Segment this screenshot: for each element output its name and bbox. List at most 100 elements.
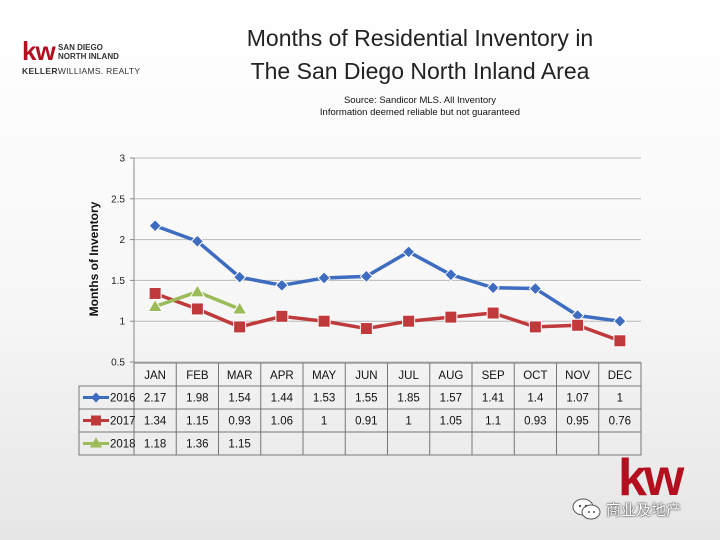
point-2018-feb: [189, 283, 206, 298]
point-2016-may: [317, 271, 331, 285]
cell-2017-jun: 0.91: [355, 416, 377, 428]
cell-2016-mar: 1.54: [228, 393, 251, 405]
cell-2016-apr: 1.44: [271, 393, 294, 405]
source-line2: Information deemed reliable but not guar…: [319, 107, 521, 118]
point-2017-jun: [359, 322, 373, 336]
watermark: 商业及地产: [572, 496, 712, 522]
point-2017-may: [317, 314, 331, 328]
source-line1: Source: Sandicor MLS. All Inventory: [343, 95, 497, 106]
y-tick-label-2.5: 2.5: [111, 194, 125, 205]
cell-2016-feb: 1.98: [186, 393, 208, 405]
point-2016-dec: [613, 314, 627, 328]
logo-williams-realty: WILLIAMS. REALTY: [57, 66, 141, 76]
point-2016-jan: [148, 219, 162, 233]
cell-2017-may: 1: [321, 416, 327, 428]
cell-2016-jul: 1.85: [397, 393, 419, 405]
cell-2016-jan: 2.17: [144, 393, 166, 405]
corner-kw-logo: kw: [618, 449, 684, 507]
cell-2017-feb: 1.15: [186, 416, 208, 428]
watermark-text: 商业及地产: [606, 502, 682, 519]
point-2016-jul: [401, 245, 416, 259]
cell-2016-nov: 1.07: [566, 393, 588, 405]
cell-2018-mar: 1.15: [228, 439, 250, 451]
legend-label-2017: 2017: [110, 416, 136, 428]
point-2017-aug: [444, 310, 458, 324]
category-label-mar: MAR: [227, 370, 253, 382]
point-2016-oct: [528, 281, 543, 296]
cell-2017-mar: 0.93: [228, 416, 250, 428]
data-table: JAN FEB MAR APR MAY JUN JUL AUG SEP OCT NOV DEC 2016…: [78, 362, 642, 456]
wechat-icon: [572, 498, 601, 520]
point-2016-sep: [486, 281, 500, 295]
cell-2016-sep: 1.41: [482, 393, 504, 405]
legend-label-2018: 2018: [110, 439, 136, 451]
category-label-jul: JUL: [398, 370, 419, 382]
y-tick-label-1: 1: [119, 317, 125, 328]
series-line-2016: [154, 224, 621, 323]
point-2017-apr: [275, 309, 289, 323]
point-2016-aug: [444, 267, 458, 282]
category-label-nov: NOV: [565, 370, 590, 382]
point-2016-mar: [232, 270, 247, 284]
category-label-apr: APR: [270, 370, 294, 382]
point-2016-jun: [359, 269, 374, 284]
keller-williams-logo: kw SAN DIEGO NORTH INLAND KELLERWILLIAMS…: [22, 36, 172, 82]
legend-marker-2018: [90, 437, 102, 448]
logo-line-keller-williams: KELLERWILLIAMS. REALTY: [22, 66, 140, 76]
chart-title: Months of Residential Inventory in The S…: [180, 22, 660, 88]
cell-2017-jan: 1.34: [144, 416, 167, 428]
point-2017-feb: [190, 302, 204, 316]
cell-2016-may: 1.53: [313, 393, 335, 405]
chart-source-note: Source: Sandicor MLS. All Inventory Info…: [270, 95, 570, 119]
series-lines: [147, 219, 627, 348]
y-tick-label-2: 2: [119, 235, 125, 246]
point-2017-mar: [233, 320, 247, 334]
point-2017-jul: [402, 314, 416, 328]
point-2017-oct: [528, 320, 542, 334]
legend-label-2016: 2016: [110, 393, 136, 405]
logo-line-san-diego: SAN DIEGO: [58, 43, 103, 52]
y-tick-label-1.5: 1.5: [111, 276, 125, 287]
legend-marker-2017: [91, 415, 101, 426]
cell-2016-dec: 1: [617, 393, 623, 405]
cell-2016-aug: 1.57: [440, 393, 462, 405]
chart-title-line2: The San Diego North Inland Area: [250, 58, 590, 84]
point-2017-sep: [486, 306, 500, 320]
logo-kw-mark: kw: [22, 36, 56, 66]
point-2018-jan: [147, 298, 163, 313]
cell-2018-jan: 1.18: [144, 439, 166, 451]
point-2017-dec: [613, 334, 627, 348]
y-axis-label: Months of Inventory: [87, 201, 101, 316]
point-2017-jan: [148, 286, 162, 300]
category-label-may: MAY: [312, 370, 336, 382]
legend-marker-2016: [91, 392, 101, 403]
cell-2017-sep: 1.1: [485, 416, 501, 428]
category-label-sep: SEP: [482, 370, 505, 382]
logo-line-north-inland: NORTH INLAND: [58, 52, 119, 61]
chart-gridlines: [134, 157, 641, 363]
y-axis: 0.5 1 1.5 2 2.5 3: [111, 154, 135, 369]
category-label-oct: OCT: [523, 370, 547, 382]
point-2016-apr: [275, 278, 289, 293]
y-tick-label-3: 3: [119, 154, 125, 165]
category-label-aug: AUG: [438, 370, 463, 382]
logo-keller: KELLER: [22, 66, 58, 76]
cell-2016-jun: 1.55: [355, 393, 377, 405]
series-line-2017: [154, 291, 621, 343]
y-tick-label-0.5: 0.5: [111, 358, 125, 369]
point-2018-mar: [231, 300, 248, 315]
cell-2017-jul: 1: [405, 416, 411, 428]
point-2017-nov: [571, 318, 585, 332]
category-label-feb: FEB: [186, 370, 209, 382]
point-2016-feb: [190, 234, 205, 248]
category-label-dec: DEC: [608, 370, 632, 382]
cell-2016-oct: 1.4: [527, 393, 544, 405]
cell-2017-nov: 0.95: [566, 416, 588, 428]
cell-2017-dec: 0.76: [609, 416, 631, 428]
cell-2017-apr: 1.06: [271, 416, 293, 428]
chart-title-line1: Months of Residential Inventory in: [246, 25, 594, 51]
cell-2017-oct: 0.93: [524, 416, 546, 428]
cell-2018-feb: 1.36: [186, 439, 208, 451]
cell-2017-aug: 1.05: [440, 416, 462, 428]
